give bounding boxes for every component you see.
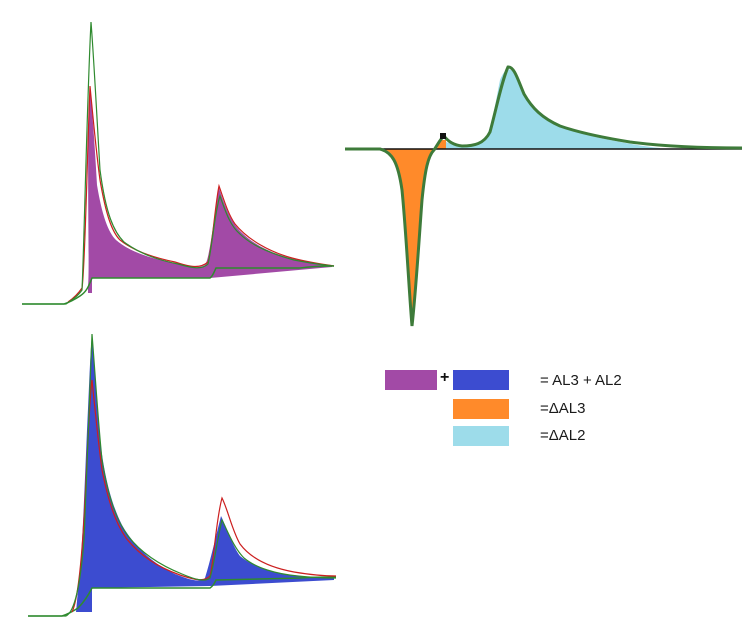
legend-plus-sign: + (440, 369, 450, 386)
legend-label-delta-l3: =ΔAL3 (540, 400, 586, 417)
delta-l3-orange-fill (384, 149, 440, 318)
xmcd-green-curve (345, 65, 743, 327)
bottom-left-green-curve (28, 333, 337, 617)
legend-swatch-lightblue (453, 426, 509, 446)
legend-swatch-blue (453, 370, 509, 390)
top-left-green-curve (22, 21, 335, 305)
legend-label-delta-l2: =ΔAL2 (540, 427, 586, 444)
legend-swatch-orange (453, 399, 509, 419)
delta-l2-lightblue-fill (446, 69, 660, 149)
bottom-left-blue-fill (76, 334, 334, 612)
top-left-step-line (22, 265, 335, 305)
xmcd-black-marker (440, 133, 446, 139)
legend-swatch-purple (385, 370, 437, 390)
top-left-red-curve (67, 85, 335, 303)
legend-label-sum: = AL3 + AL2 (540, 372, 622, 389)
